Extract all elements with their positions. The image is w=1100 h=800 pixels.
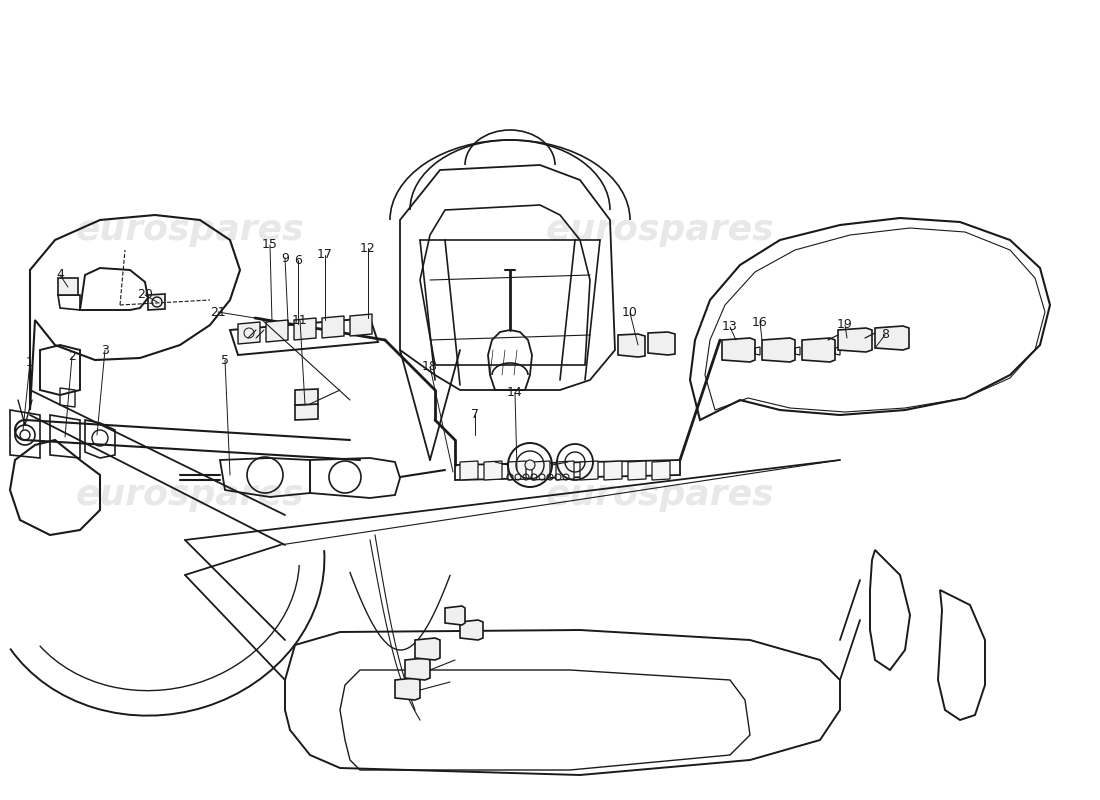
Polygon shape [350,314,372,336]
Polygon shape [446,606,465,625]
Text: eurospares: eurospares [76,213,305,247]
Polygon shape [395,678,420,700]
Text: 4: 4 [56,269,64,282]
Polygon shape [148,294,165,310]
Polygon shape [266,320,288,342]
Text: 5: 5 [221,354,229,366]
Text: 14: 14 [507,386,522,399]
Text: 16: 16 [752,315,768,329]
Text: 11: 11 [293,314,308,326]
Text: 19: 19 [837,318,852,331]
Text: 6: 6 [294,254,301,266]
Polygon shape [618,334,645,357]
Polygon shape [508,461,526,480]
Polygon shape [838,328,872,352]
Polygon shape [484,461,502,480]
Text: 8: 8 [881,329,889,342]
Polygon shape [762,338,795,362]
Polygon shape [405,658,430,680]
Polygon shape [238,322,260,344]
Text: eurospares: eurospares [546,213,774,247]
Polygon shape [628,461,646,480]
Text: 20: 20 [138,289,153,302]
Text: 17: 17 [317,249,333,262]
Text: 1: 1 [26,355,34,369]
Polygon shape [722,338,755,362]
Circle shape [152,297,162,307]
Polygon shape [460,461,478,480]
Polygon shape [294,318,316,340]
Text: 15: 15 [262,238,278,251]
Text: 7: 7 [471,409,478,422]
Text: 18: 18 [422,361,438,374]
Text: eurospares: eurospares [546,478,774,512]
Polygon shape [58,278,78,295]
Polygon shape [580,461,598,480]
Text: 12: 12 [360,242,376,254]
Polygon shape [532,461,550,480]
Circle shape [525,460,535,470]
Text: 13: 13 [722,321,738,334]
Polygon shape [648,332,675,355]
Text: 9: 9 [282,251,289,265]
Text: 2: 2 [68,350,76,363]
Polygon shape [652,461,670,480]
Polygon shape [802,338,835,362]
Polygon shape [415,638,440,660]
Polygon shape [460,620,483,640]
Polygon shape [556,461,574,480]
Text: 21: 21 [210,306,225,318]
Polygon shape [604,461,622,480]
Polygon shape [295,404,318,420]
Polygon shape [322,316,344,338]
Text: eurospares: eurospares [76,478,305,512]
Text: 3: 3 [101,343,109,357]
Polygon shape [295,389,318,405]
Text: 10: 10 [623,306,638,319]
Polygon shape [874,326,909,350]
